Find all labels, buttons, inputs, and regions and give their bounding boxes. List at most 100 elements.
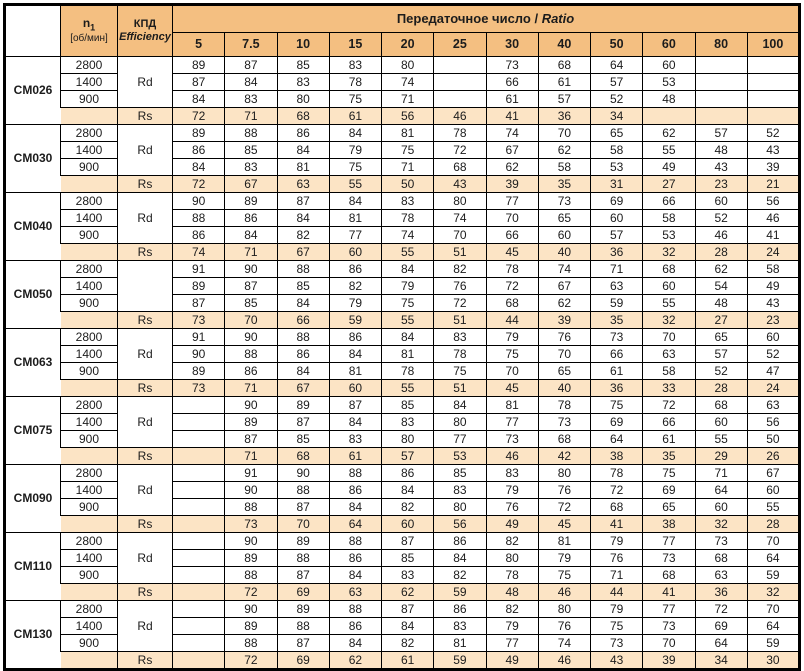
value-cell: 65 bbox=[537, 209, 592, 227]
value-cell: 88 bbox=[224, 345, 278, 363]
value-cell: 87 bbox=[224, 56, 278, 74]
value-cell: 80 bbox=[537, 464, 592, 482]
value-cell: 90 bbox=[224, 600, 278, 618]
value-cell: 86 bbox=[328, 549, 383, 567]
model-cell: CM030 bbox=[4, 124, 61, 193]
value-cell: 32 bbox=[694, 515, 748, 533]
value-cell: 33 bbox=[642, 379, 696, 397]
efficiency-type-cell: Rd bbox=[117, 464, 173, 516]
value-cell: 51 bbox=[433, 243, 487, 261]
value-cell: 85 bbox=[276, 430, 330, 448]
value-cell: 48 bbox=[642, 90, 696, 108]
value-cell: 84 bbox=[171, 158, 226, 176]
value-cell: 57 bbox=[589, 226, 644, 244]
data-row: 1400 87 84 83 78 74 66 61 57 53 bbox=[5, 73, 801, 91]
value-cell: 90 bbox=[171, 345, 226, 363]
speed-cell: 1400 bbox=[60, 277, 118, 295]
value-cell: 81 bbox=[276, 158, 330, 176]
value-cell: 45 bbox=[485, 379, 539, 397]
rs-spacer-cell bbox=[60, 107, 118, 125]
value-cell: 68 bbox=[433, 158, 487, 176]
value-cell: 49 bbox=[485, 651, 539, 670]
value-cell: 79 bbox=[485, 481, 539, 499]
value-cell: 77 bbox=[642, 532, 696, 550]
value-cell: 50 bbox=[746, 430, 801, 448]
value-cell: 68 bbox=[276, 107, 330, 125]
efficiency-type-cell: Rs bbox=[117, 175, 173, 193]
corner-cell bbox=[4, 4, 61, 57]
speed-cell: 1400 bbox=[60, 345, 118, 363]
value-cell: 47 bbox=[746, 362, 801, 380]
table-body: CM026 2800 Rd 89 87 85 83 80 73 68 64 60 1400 87 84 83 7… bbox=[4, 56, 801, 670]
value-cell: 84 bbox=[380, 328, 435, 346]
ratio-col-header: 10 bbox=[276, 32, 330, 57]
value-cell: 90 bbox=[224, 260, 278, 278]
value-cell: 91 bbox=[224, 464, 278, 482]
value-cell: 82 bbox=[433, 566, 487, 584]
value-cell: 56 bbox=[380, 107, 435, 125]
value-cell: 76 bbox=[433, 277, 487, 295]
value-cell: 88 bbox=[328, 532, 383, 550]
value-cell bbox=[171, 464, 226, 482]
value-cell: 71 bbox=[224, 379, 278, 397]
data-row: 1400 89 87 84 83 80 77 73 69 66 60 56 bbox=[5, 413, 801, 431]
speed-cell: 1400 bbox=[60, 617, 118, 635]
value-cell: 21 bbox=[746, 175, 801, 193]
value-cell: 84 bbox=[328, 634, 383, 652]
value-cell: 69 bbox=[589, 413, 644, 431]
kpd-label-ru: КПД bbox=[133, 17, 157, 30]
value-cell: 43 bbox=[694, 158, 748, 176]
speed-cell: 2800 bbox=[60, 56, 118, 74]
value-cell bbox=[171, 600, 226, 618]
value-cell: 70 bbox=[746, 532, 801, 550]
value-cell: 76 bbox=[485, 498, 539, 516]
value-cell: 69 bbox=[694, 617, 748, 635]
efficiency-type-cell: Rs bbox=[117, 243, 173, 261]
efficiency-type-cell: Rs bbox=[117, 379, 173, 397]
data-row: 900 86 84 82 77 74 70 66 60 57 53 46 41 bbox=[5, 226, 801, 244]
model-cell: CM130 bbox=[4, 600, 61, 670]
value-cell: 77 bbox=[485, 413, 539, 431]
value-cell: 58 bbox=[642, 362, 696, 380]
value-cell: 53 bbox=[589, 158, 644, 176]
ratio-title-ru: Передаточное число / bbox=[396, 11, 539, 27]
value-cell: 82 bbox=[328, 277, 383, 295]
rs-row: Rs 72 67 63 55 50 43 39 35 31 27 23 21 bbox=[5, 175, 801, 193]
value-cell: 60 bbox=[694, 498, 748, 516]
value-cell: 83 bbox=[380, 413, 435, 431]
model-cell: CM090 bbox=[4, 464, 61, 533]
value-cell: 72 bbox=[485, 277, 539, 295]
value-cell: 83 bbox=[380, 192, 435, 210]
value-cell: 76 bbox=[589, 549, 644, 567]
value-cell: 77 bbox=[485, 634, 539, 652]
value-cell: 70 bbox=[485, 362, 539, 380]
value-cell: 84 bbox=[328, 413, 383, 431]
value-cell: 43 bbox=[433, 175, 487, 193]
value-cell: 84 bbox=[276, 209, 330, 227]
value-cell: 57 bbox=[380, 447, 435, 465]
rs-spacer-cell bbox=[60, 583, 118, 601]
value-cell: 84 bbox=[380, 617, 435, 635]
value-cell: 27 bbox=[694, 311, 748, 329]
table-header: n1 [об/мин] КПД Efficiency Передаточное … bbox=[4, 4, 801, 57]
value-cell: 32 bbox=[746, 583, 801, 601]
value-cell: 84 bbox=[433, 549, 487, 567]
speed-cell: 900 bbox=[60, 294, 118, 312]
value-cell bbox=[171, 532, 226, 550]
value-cell bbox=[171, 430, 226, 448]
value-cell: 57 bbox=[694, 345, 748, 363]
value-cell bbox=[746, 90, 801, 108]
value-cell: 52 bbox=[589, 90, 644, 108]
value-cell: 69 bbox=[589, 192, 644, 210]
value-cell: 82 bbox=[276, 226, 330, 244]
value-cell: 78 bbox=[485, 566, 539, 584]
speed-cell: 2800 bbox=[60, 260, 118, 278]
speed-cell: 900 bbox=[60, 566, 118, 584]
value-cell: 61 bbox=[589, 362, 644, 380]
speed-cell: 1400 bbox=[60, 481, 118, 499]
value-cell: 23 bbox=[746, 311, 801, 329]
value-cell: 60 bbox=[746, 481, 801, 499]
value-cell: 86 bbox=[276, 124, 330, 142]
value-cell: 24 bbox=[746, 243, 801, 261]
value-cell: 89 bbox=[276, 600, 330, 618]
